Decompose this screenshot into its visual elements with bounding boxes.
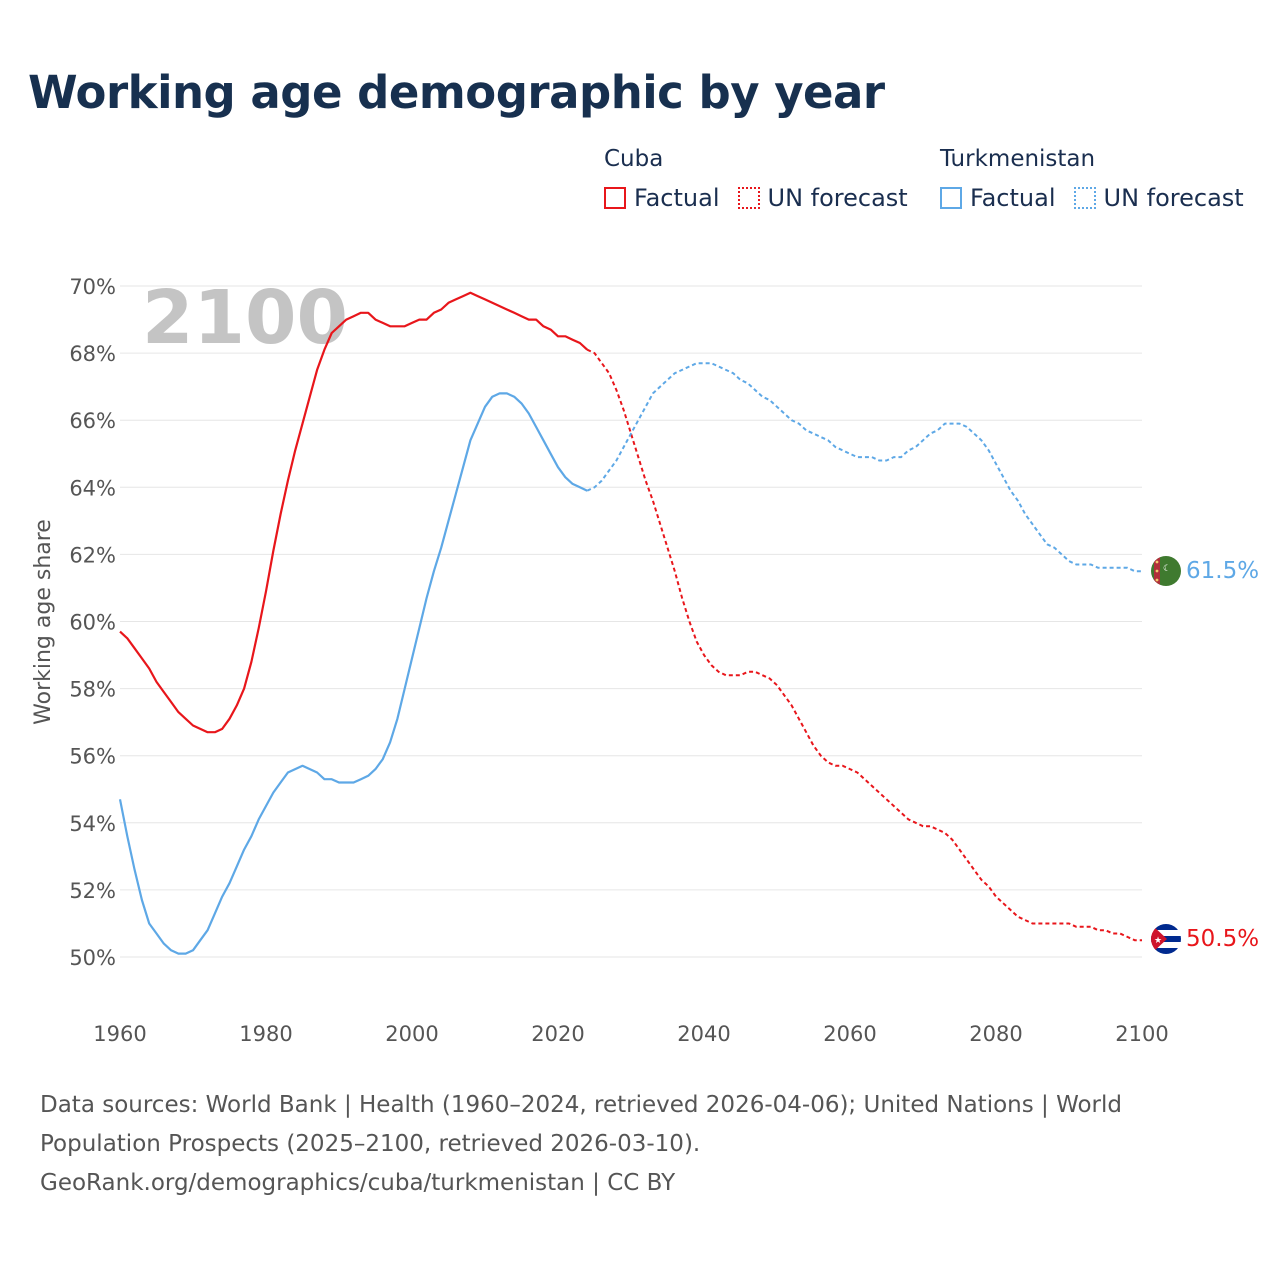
y-tick-label: 64% [69, 476, 116, 500]
legend-country-turkmenistan: Turkmenistan [940, 146, 1096, 172]
cuba-flag-icon: ★ [1151, 924, 1181, 954]
x-tick-label: 1980 [239, 1022, 292, 1046]
legend-cuba: Cuba Factual UN forecast [604, 142, 926, 212]
legend-swatch-turkmenistan-factual [940, 187, 962, 209]
legend-swatch-cuba-forecast [737, 187, 760, 209]
end-label-cuba: 50.5% [1186, 926, 1259, 952]
cuba-forecast-line [586, 348, 1142, 942]
legend-item-cuba-forecast[interactable]: UN forecast [737, 184, 908, 212]
legend-turkmenistan: Turkmenistan Factual UN forecast [940, 142, 1262, 212]
legend-item-cuba-factual[interactable]: Factual [604, 184, 720, 212]
y-tick-label: 58% [69, 678, 116, 702]
y-tick-label: 70% [69, 275, 116, 299]
end-label-turkmenistan: 61.5% [1186, 558, 1259, 584]
y-tick-label: 68% [69, 342, 116, 366]
y-tick-label: 60% [69, 611, 116, 635]
y-tick-label: 54% [69, 812, 116, 836]
x-tick-label: 2100 [1115, 1022, 1168, 1046]
legend-swatch-turkmenistan-forecast [1073, 187, 1096, 209]
sources-line-2: Population Prospects (2025–2100, retriev… [40, 1131, 701, 1157]
y-tick-label: 66% [69, 409, 116, 433]
legend-item-turkmenistan-factual[interactable]: Factual [940, 184, 1056, 212]
legend-item-turkmenistan-forecast[interactable]: UN forecast [1073, 184, 1244, 212]
x-tick-label: 2040 [677, 1022, 730, 1046]
y-tick-label: 52% [69, 879, 116, 903]
y-tick-label: 62% [69, 543, 116, 567]
legend-label-cuba-factual: Factual [634, 184, 720, 212]
y-tick-label: 56% [69, 745, 116, 769]
x-tick-label: 2060 [823, 1022, 876, 1046]
y-axis-title: Working age share [31, 519, 56, 725]
x-tick-label: 2080 [969, 1022, 1022, 1046]
y-tick-label: 50% [69, 946, 116, 970]
legend-label-turkmenistan-factual: Factual [970, 184, 1056, 212]
cuba-factual-line [119, 291, 588, 734]
legend-label-cuba-forecast: UN forecast [767, 184, 908, 212]
line-chart: 50% 52% 54% 56% 58% 60% 62% 64% 66% 68% 70% 1960 19… [31, 275, 1259, 1046]
x-tick-label: 1960 [93, 1022, 146, 1046]
x-tick-label: 2020 [531, 1022, 584, 1046]
svg-text:☾: ☾ [1163, 564, 1171, 574]
year-watermark: 2100 [142, 275, 348, 361]
chart-title: Working age demographic by year [28, 66, 885, 119]
turkmenistan-flag-icon: ☾ [1151, 556, 1181, 586]
legend-country-cuba: Cuba [604, 146, 664, 172]
data-sources: Data sources: World Bank | Health (1960–… [40, 1086, 1160, 1203]
sources-line-3: GeoRank.org/demographics/cuba/turkmenist… [40, 1170, 676, 1196]
svg-text:★: ★ [1154, 936, 1162, 946]
turkmenistan-factual-line [118, 392, 588, 955]
turkmenistan-forecast-line [586, 362, 1142, 573]
sources-line-1: Data sources: World Bank | Health (1960–… [40, 1092, 1122, 1118]
x-tick-label: 2000 [385, 1022, 438, 1046]
legend-label-turkmenistan-forecast: UN forecast [1103, 184, 1244, 212]
legend-swatch-cuba-factual [604, 187, 626, 209]
